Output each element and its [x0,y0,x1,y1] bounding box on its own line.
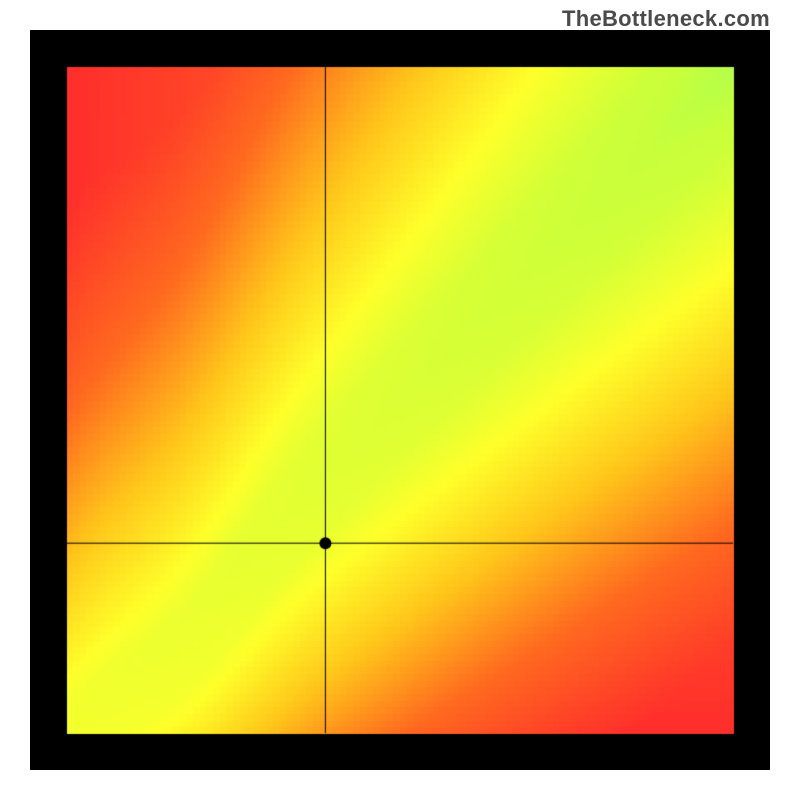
watermark-text: TheBottleneck.com [562,6,770,32]
chart-container: TheBottleneck.com [0,0,800,800]
bottleneck-heatmap [30,30,770,770]
